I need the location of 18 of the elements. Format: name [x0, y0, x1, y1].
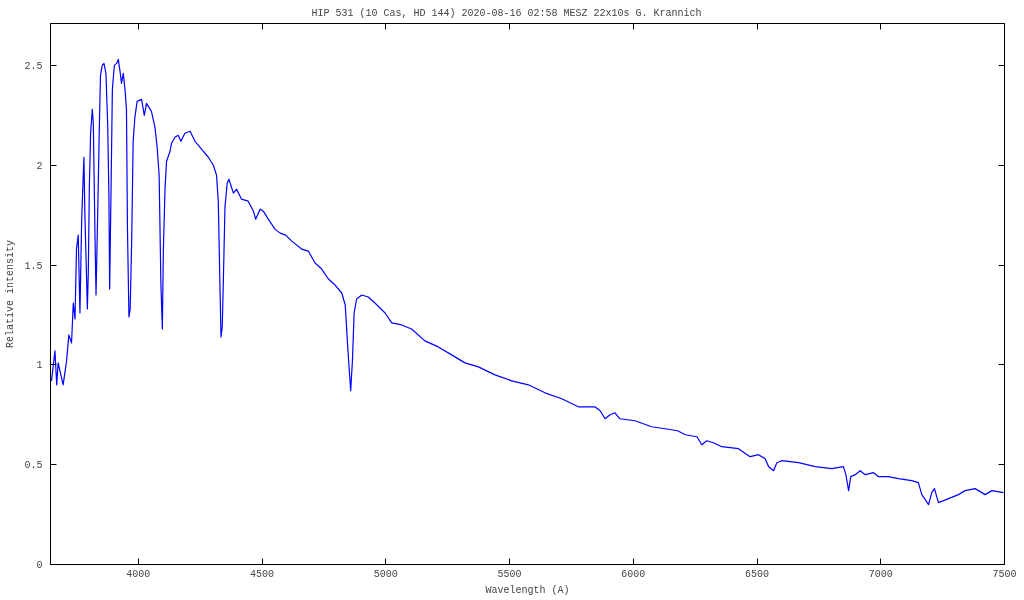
x-tick-label: 5500: [497, 568, 522, 580]
y-tick-label: 0.5: [24, 460, 43, 472]
x-tick-label: 6500: [745, 568, 770, 580]
y-tick-label: 1.5: [24, 260, 43, 272]
x-tick-label: 7500: [992, 568, 1017, 580]
y-tick-label: 1: [36, 360, 43, 372]
line-series: [50, 58, 1005, 506]
x-tick-label: 4000: [126, 568, 151, 580]
y-tick-label: 0: [36, 560, 43, 571]
chart-title: HIP 531 (10 Cas, HD 144) 2020-08-16 02:58 MESZ 22x10s G. Krannich: [311, 7, 702, 19]
x-axis-title: Wavelength (A): [485, 584, 570, 596]
x-tick-label: 7000: [868, 568, 893, 580]
y-tick-label: 2.5: [24, 60, 43, 72]
y-tick-label: 2: [36, 160, 43, 172]
y-axis-title: Relative intensity: [5, 239, 17, 349]
x-tick-label: 6000: [621, 568, 646, 580]
x-tick-label: 5000: [373, 568, 398, 580]
x-tick-label: 4500: [250, 568, 275, 580]
